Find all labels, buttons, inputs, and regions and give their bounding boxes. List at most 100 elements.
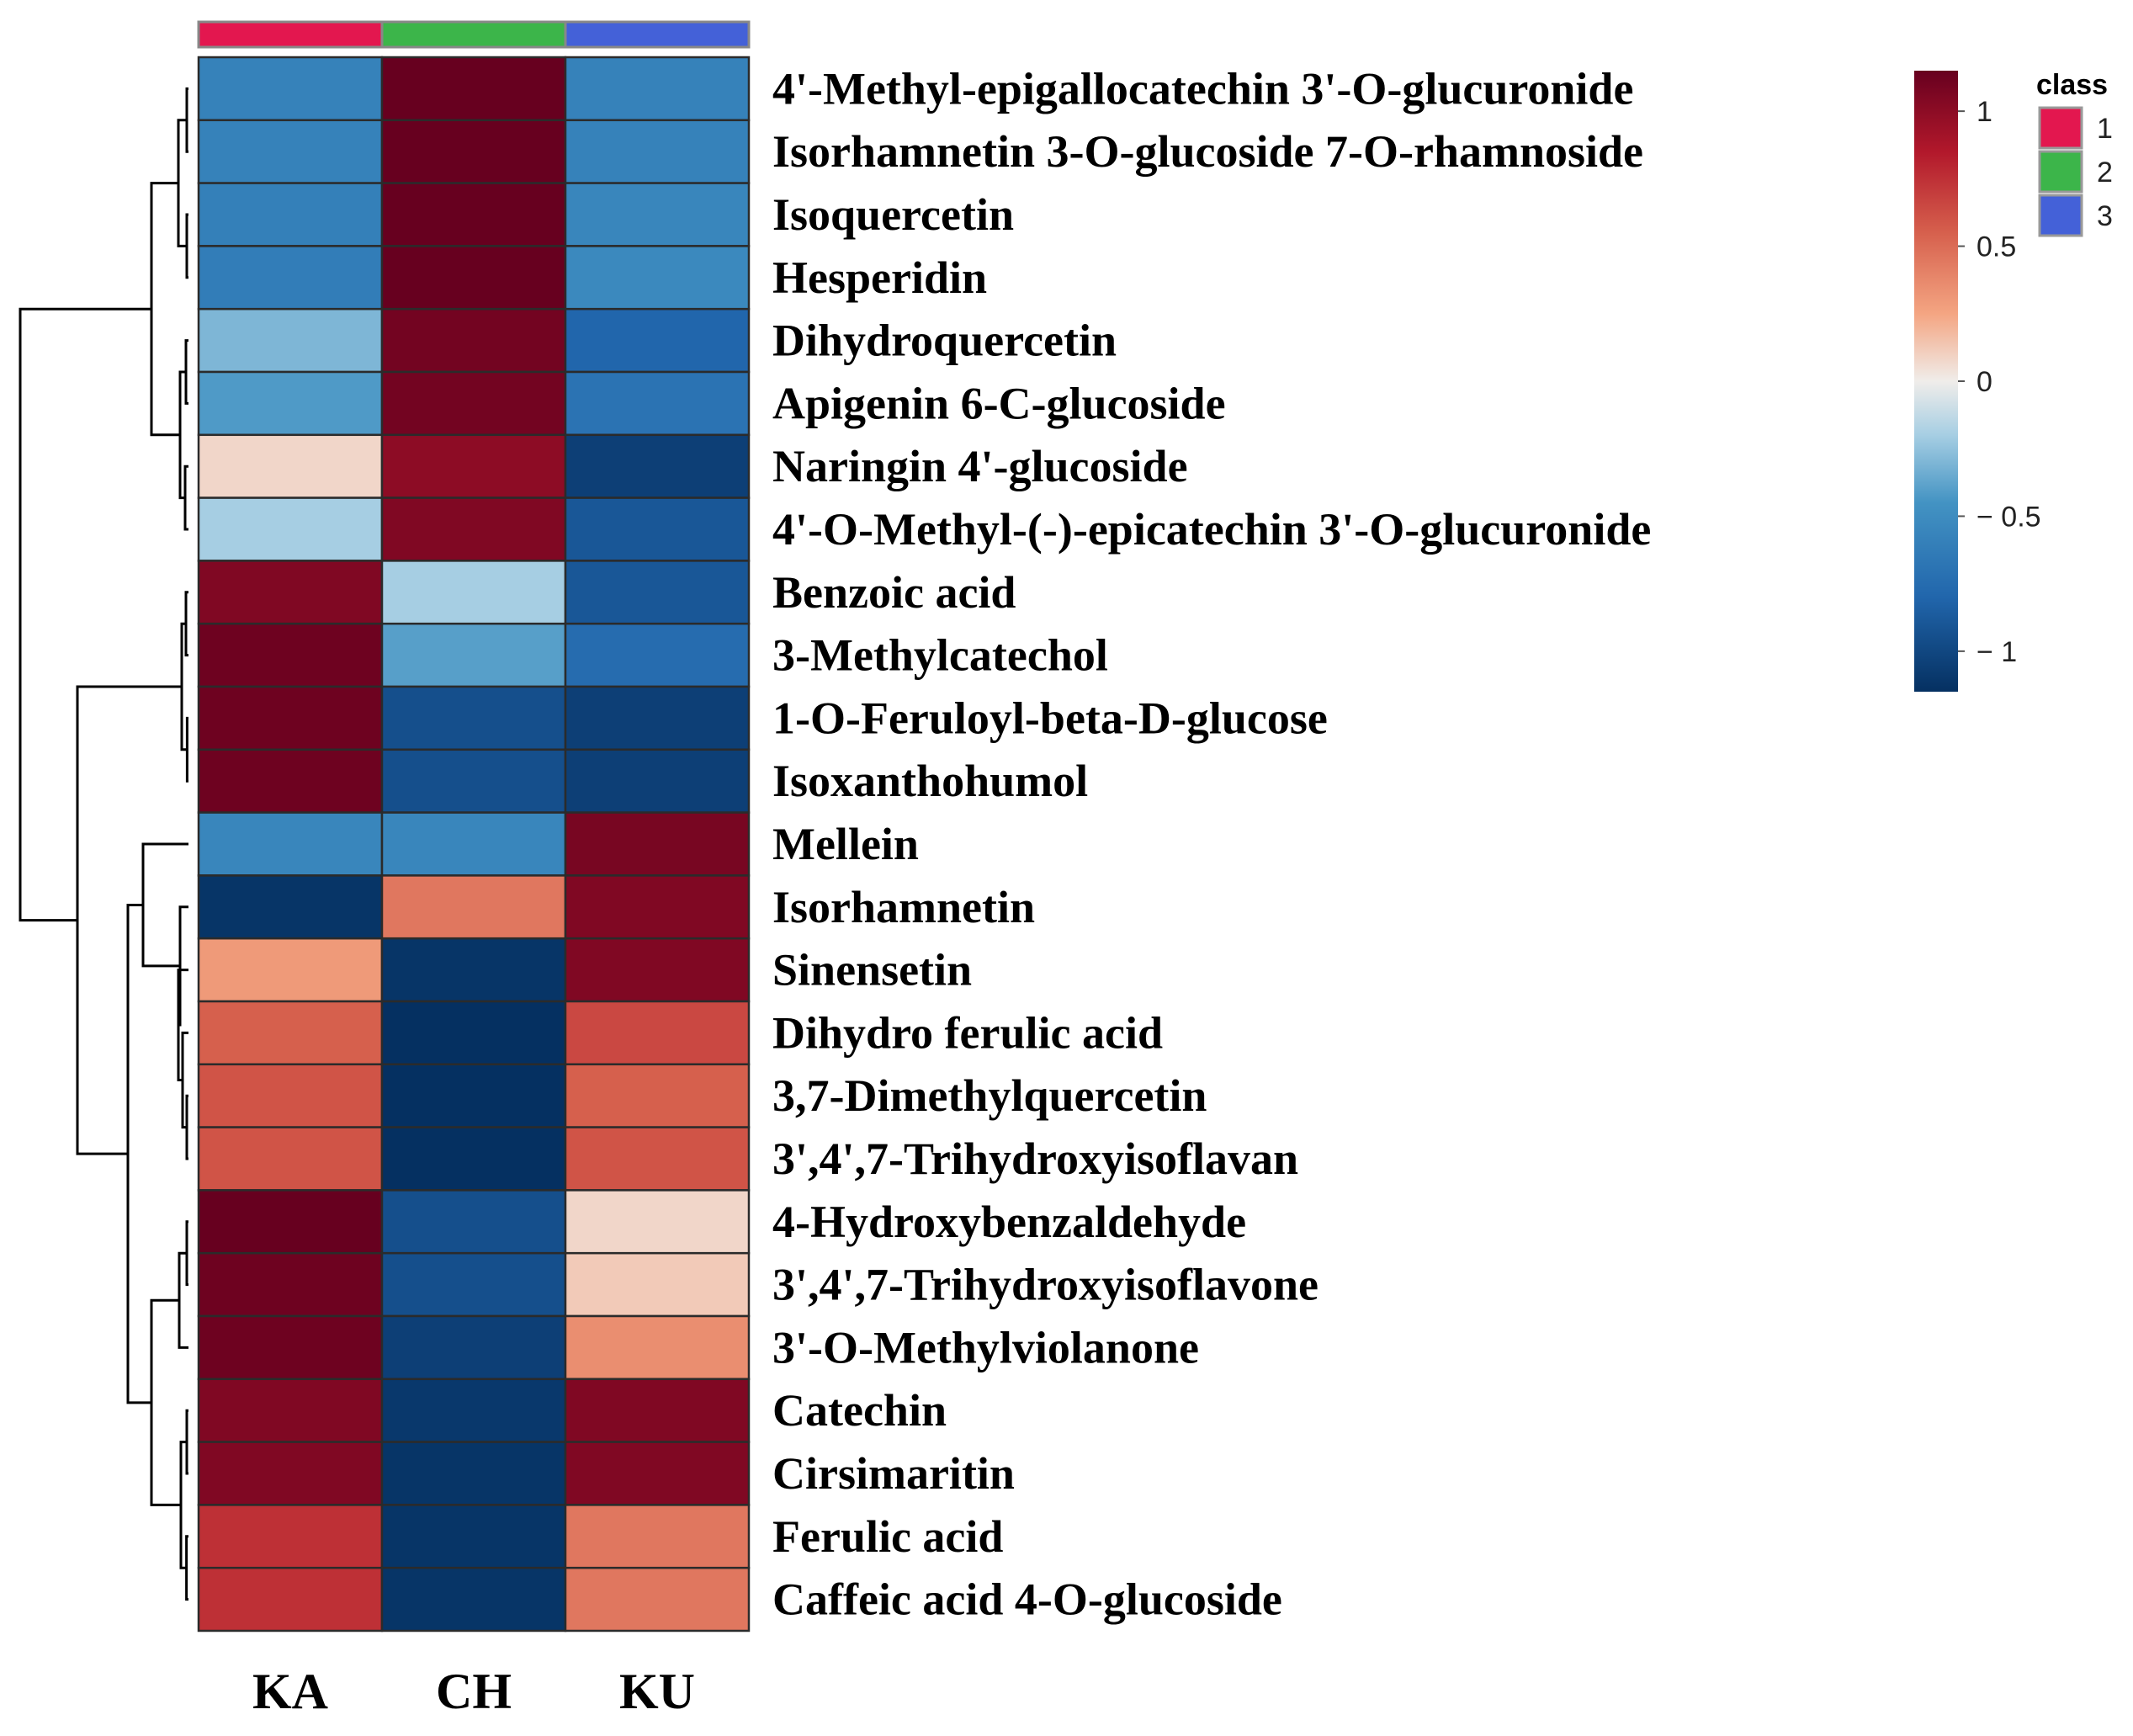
row-label: Isoxanthohumol	[772, 756, 1088, 806]
heatmap-cell	[564, 937, 751, 1003]
heatmap-cell	[197, 119, 384, 184]
dendrogram-branch	[150, 1298, 181, 1506]
heatmap-cell	[197, 937, 384, 1003]
row-dendrogram	[19, 87, 188, 1601]
column-labels: KA CH KU	[252, 1664, 695, 1719]
heatmap-cell	[197, 370, 384, 437]
heatmap-cell	[564, 1314, 751, 1381]
heatmap-cell	[380, 1378, 567, 1443]
row-label: 1-O-Feruloyl-beta-D-glucose	[772, 693, 1328, 743]
heatmap-cell	[197, 1189, 384, 1255]
row-label: Naringin 4'-glucoside	[772, 441, 1188, 491]
row-label: Catechin	[772, 1385, 947, 1436]
heatmap-cell	[564, 685, 751, 751]
row-label: Dihydroquercetin	[772, 316, 1117, 366]
row-label: Apigenin 6-C-glucoside	[772, 378, 1226, 428]
heatmap-cell	[564, 433, 751, 499]
row-label: Hesperidin	[772, 252, 987, 303]
heatmap-cells	[197, 56, 751, 1632]
heatmap-cell	[564, 1000, 751, 1066]
heatmap-cell	[197, 56, 384, 122]
heatmap-cell	[380, 1063, 567, 1128]
row-label: Caffeic acid 4-O-glucoside	[772, 1574, 1282, 1625]
heatmap-cell	[197, 1504, 384, 1569]
row-label: Sinensetin	[772, 945, 972, 995]
heatmap-cell	[380, 182, 567, 247]
heatmap-cell	[197, 182, 384, 247]
heatmap-cell	[380, 1000, 567, 1066]
dendrogram-branch	[141, 842, 188, 968]
heatmap-cell	[380, 1566, 567, 1632]
class-legend-label: 3	[2097, 200, 2113, 232]
dendrogram-branch	[185, 213, 188, 279]
heatmap-cell	[197, 560, 384, 625]
class-bar-cell	[564, 20, 751, 49]
heatmap-cell	[380, 370, 567, 437]
row-label: Isorhamnetin 3-O-glucoside 7-O-rhamnosid…	[772, 126, 1643, 177]
row-label: Isorhamnetin	[772, 882, 1035, 932]
dendrogram-branch	[185, 87, 188, 153]
row-label: Dihydro ferulic acid	[772, 1007, 1163, 1058]
heatmap-cell	[197, 307, 384, 374]
heatmap-cell	[564, 1251, 751, 1318]
heatmap-cell	[380, 245, 567, 311]
column-label: KU	[619, 1664, 695, 1719]
dendrogram-branch	[184, 339, 188, 405]
heatmap-cell	[380, 811, 567, 877]
heatmap-cell	[380, 496, 567, 562]
column-label: KA	[252, 1664, 328, 1719]
heatmap-cell	[197, 1441, 384, 1506]
row-label: 3-Methylcatechol	[772, 630, 1108, 681]
row-label: 3'-O-Methylviolanone	[772, 1322, 1199, 1372]
column-class-bar	[197, 20, 751, 49]
heatmap-cell	[564, 622, 751, 688]
heatmap-cell	[380, 56, 567, 122]
heatmap-cell	[564, 874, 751, 940]
dendrogram-branch	[184, 591, 188, 657]
heatmap-cell	[197, 1566, 384, 1632]
dendrogram-branch	[185, 1094, 188, 1160]
heatmap-cell	[380, 560, 567, 625]
heatmap-cell	[197, 748, 384, 814]
heatmap-cell	[197, 245, 384, 311]
colorbar-tick-label: − 0.5	[1976, 501, 2041, 533]
colorbar-legend: 1 0.5 0 − 0.5 − 1	[1914, 71, 2041, 692]
heatmap-cell	[380, 1441, 567, 1506]
heatmap-cell	[564, 560, 751, 625]
heatmap-cell	[197, 1314, 384, 1381]
heatmap-cell	[564, 1189, 751, 1255]
class-legend-swatch	[2038, 150, 2083, 194]
heatmap-cell	[564, 307, 751, 374]
dendrogram-branch	[185, 1535, 188, 1601]
class-legend: class 1 2 3	[2036, 69, 2113, 237]
heatmap-cell	[197, 622, 384, 688]
row-label: Benzoic acid	[772, 567, 1016, 618]
row-label: 3,7-Dimethylquercetin	[772, 1070, 1207, 1121]
row-label: 3',4',7-Trihydroxyisoflavan	[772, 1133, 1298, 1184]
heatmap-cell	[380, 307, 567, 374]
heatmap-cell	[380, 433, 567, 499]
heatmap-cell	[197, 1063, 384, 1128]
heatmap-cell	[564, 182, 751, 247]
heatmap-cell	[380, 1504, 567, 1569]
heatmap-cell	[197, 1378, 384, 1443]
heatmap-cell	[564, 496, 751, 562]
heatmap-cell	[380, 685, 567, 751]
heatmap-cell	[564, 748, 751, 814]
heatmap-cell	[380, 1189, 567, 1255]
heatmap-cell	[564, 811, 751, 877]
heatmap-cell	[197, 496, 384, 562]
heatmap-cell	[564, 1126, 751, 1192]
class-legend-swatch	[2038, 194, 2083, 237]
heatmap-cell	[564, 1441, 751, 1506]
heatmap-cell	[380, 622, 567, 688]
heatmap-cell	[380, 937, 567, 1003]
dendrogram-branch	[76, 685, 182, 1155]
dendrogram-branch	[183, 465, 188, 531]
row-label: 4'-Methyl-epigallocatechin 3'-O-glucuron…	[772, 63, 1633, 114]
heatmap-cell	[564, 1566, 751, 1632]
class-bar-cell	[380, 20, 567, 49]
heatmap-cell	[197, 874, 384, 940]
row-label: Ferulic acid	[772, 1511, 1003, 1562]
